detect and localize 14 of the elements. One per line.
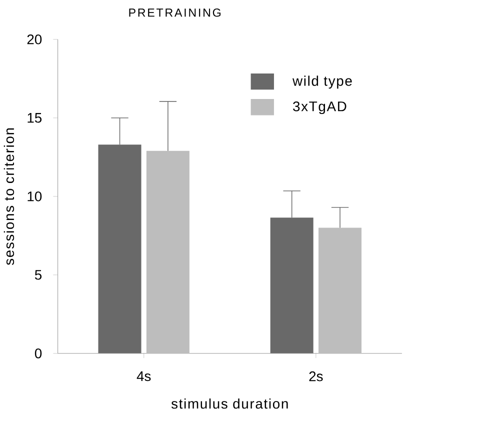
- y-tick-label: 0: [34, 348, 42, 358]
- x-axis-title: stimulus duration: [171, 398, 288, 409]
- y-tick-label: 15: [28, 113, 42, 123]
- x-tick-label: 4s: [136, 371, 151, 382]
- y-tick-label: 5: [34, 270, 42, 280]
- legend-label: wild type: [292, 76, 352, 89]
- bar: [146, 150, 190, 354]
- chart-title: PRETRAINING: [129, 8, 220, 17]
- legend-label: 3xTgAD: [293, 101, 346, 114]
- y-tick-label: 20: [27, 34, 42, 44]
- x-tick-label: 2s: [309, 371, 323, 382]
- y-tick-label: 10: [28, 191, 42, 202]
- bar: [318, 228, 362, 354]
- y-axis-title: sessions to criterion: [4, 128, 14, 265]
